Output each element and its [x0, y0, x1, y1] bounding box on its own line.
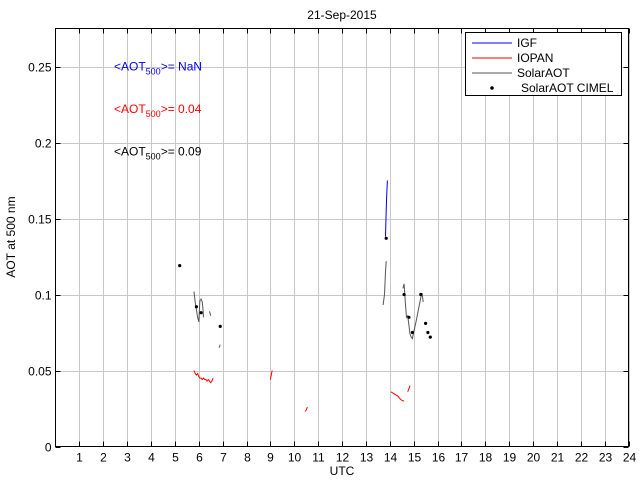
series-solaraot-cimel [178, 236, 432, 339]
series-line-segment [390, 391, 405, 402]
x-tick-label: 19 [503, 451, 517, 465]
x-tick-label: 12 [336, 451, 350, 465]
x-tick-label: 24 [623, 451, 637, 465]
x-tick-label: 6 [196, 451, 203, 465]
x-tick-label: 2 [100, 451, 107, 465]
aot-annotation-value: >= 0.09 [161, 145, 202, 159]
x-tick-label: 10 [288, 451, 302, 465]
y-tick-label: 0.05 [28, 365, 52, 379]
series-iopan [193, 370, 411, 412]
aot-annotation-subscript: 500 [146, 67, 161, 77]
series-line-segment [385, 180, 388, 237]
legend-label: IOPAN [517, 51, 553, 65]
x-axis-label: UTC [330, 464, 355, 478]
series-point [218, 324, 222, 328]
chart-title: 21-Sep-2015 [307, 8, 377, 22]
x-tick-label: 22 [575, 451, 589, 465]
x-tick-label: 11 [312, 451, 325, 465]
y-axis-label: AOT at 500 nm [4, 196, 18, 277]
aot-annotation-value: >= NaN [161, 60, 202, 74]
x-tick-label: 4 [148, 451, 155, 465]
legend-label: SolarAOT CIMEL [521, 81, 614, 95]
x-tick-label: 23 [599, 451, 613, 465]
aot-annotation: <AOT500>= 0.09 [114, 145, 202, 162]
x-tick-label: 20 [527, 451, 541, 465]
x-axis: 1 2 3 4 5 6 7 8 9 10 11 12 13 14 15 16 17 18 19 20 21 22 23 24 [76, 28, 637, 465]
series-point [407, 315, 411, 319]
x-tick-label: 21 [551, 451, 565, 465]
series-point [426, 330, 430, 335]
series-line-segment [304, 406, 308, 412]
x-tick-label: 17 [455, 451, 469, 465]
x-tick-label: 16 [432, 451, 446, 465]
series-line-segment [407, 385, 411, 392]
x-tick-label: 14 [384, 451, 398, 465]
series-igf [385, 180, 388, 237]
y-axis: 0 0.05 0.1 0.15 0.2 0.25 [28, 61, 629, 455]
x-tick-label: 1 [76, 451, 83, 465]
y-tick-label: 0.25 [28, 61, 52, 75]
series-point [410, 330, 414, 335]
series-line-segment [269, 370, 273, 380]
series-point [194, 305, 198, 309]
aot-annotation-subscript: 500 [146, 109, 161, 119]
series-point [424, 321, 428, 325]
legend-label: SolarAOT [517, 66, 570, 80]
series-point [384, 236, 388, 240]
x-tick-label: 3 [124, 451, 131, 465]
series-point [428, 335, 432, 339]
x-tick-label: 5 [172, 451, 179, 465]
aot-annotation-prefix: <AOT [114, 102, 146, 116]
series-line-segment [193, 370, 214, 384]
x-tick-label: 7 [220, 451, 227, 465]
aot-annotation-prefix: <AOT [114, 60, 146, 74]
x-tick-label: 18 [479, 451, 493, 465]
x-tick-label: 13 [360, 451, 374, 465]
x-tick-label: 15 [408, 451, 422, 465]
legend-point-sample [490, 86, 494, 90]
series-point [199, 311, 203, 315]
y-tick-label: 0.1 [35, 289, 52, 303]
aot-annotation: <AOT500>= NaN [114, 60, 202, 77]
series-point [178, 264, 182, 268]
plot-series [178, 180, 432, 412]
grid [55, 28, 630, 447]
aot-annotation-prefix: <AOT [114, 145, 146, 159]
aot-annotation-value: >= 0.04 [161, 102, 202, 116]
x-tick-label: 9 [267, 451, 274, 465]
series-line-segment [382, 261, 387, 306]
series-point [402, 292, 406, 297]
y-tick-label: 0.2 [35, 137, 52, 151]
aot-annotation: <AOT500>= 0.04 [114, 102, 202, 119]
y-tick-label: 0 [45, 441, 52, 455]
series-point [419, 292, 423, 297]
series-line-segment [209, 311, 212, 316]
legend-label: IGF [517, 36, 537, 50]
annotations: <AOT500>= NaN<AOT500>= 0.04<AOT500>= 0.0… [114, 60, 202, 162]
series-line-segment [402, 283, 424, 340]
series-line-segment [218, 344, 221, 348]
aot-annotation-subscript: 500 [146, 152, 161, 162]
y-tick-label: 0.15 [28, 213, 52, 227]
x-tick-label: 8 [244, 451, 251, 465]
